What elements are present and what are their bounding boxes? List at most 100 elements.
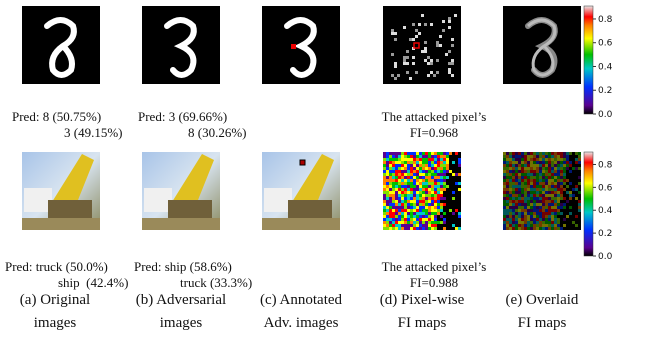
- fi-pixel: [407, 173, 410, 176]
- fi-pixel: [560, 194, 563, 197]
- fi-pixel: [409, 77, 412, 80]
- truck-bed: [292, 154, 334, 210]
- fi-pixel: [512, 209, 515, 212]
- fi-pixel: [437, 197, 440, 200]
- fi-pixel: [428, 227, 431, 230]
- fi-pixel: [401, 164, 404, 167]
- fi-pixel: [413, 188, 416, 191]
- fi-pixel: [542, 218, 545, 221]
- fi-pixel: [407, 179, 410, 182]
- fi-pixel: [554, 221, 557, 224]
- caption: ship (42.4%): [58, 275, 128, 290]
- fi-pixel: [410, 170, 413, 173]
- fi-pixel: [434, 161, 437, 164]
- fi-pixel: [395, 179, 398, 182]
- fi-pixel: [515, 188, 518, 191]
- fi-pixel: [410, 182, 413, 185]
- fi-pixel: [506, 173, 509, 176]
- fi-pixel: [521, 161, 524, 164]
- fi-pixel: [392, 221, 395, 224]
- fi-pixel: [527, 209, 530, 212]
- fi-pixel: [518, 209, 521, 212]
- fi-pixel: [530, 203, 533, 206]
- fi-pixel: [440, 221, 443, 224]
- fi-pixel: [419, 197, 422, 200]
- fi-pixel: [551, 152, 554, 155]
- fi-pixel: [527, 212, 530, 215]
- fi-pixel: [428, 170, 431, 173]
- truck-bed: [52, 154, 94, 210]
- fi-pixel: [443, 167, 446, 170]
- fi-pixel: [506, 161, 509, 164]
- fi-pixel: [536, 182, 539, 185]
- fi-pixel: [524, 218, 527, 221]
- fi-pixel: [512, 224, 515, 227]
- fi-pixel: [533, 206, 536, 209]
- fi-pixel: [518, 227, 521, 230]
- fi-pixel: [392, 164, 395, 167]
- fi-pixel: [431, 182, 434, 185]
- fi-pixel: [527, 182, 530, 185]
- fi-pixel: [542, 167, 545, 170]
- fi-pixel: [548, 179, 551, 182]
- fi-pixel: [413, 164, 416, 167]
- fi-pixel: [563, 197, 566, 200]
- fi-pixel: [415, 35, 418, 38]
- fi-pixel: [524, 176, 527, 179]
- fi-pixel: [431, 188, 434, 191]
- fi-pixel: [431, 185, 434, 188]
- fi-pixel: [407, 164, 410, 167]
- fi-pixel: [518, 200, 521, 203]
- fi-pixel: [437, 185, 440, 188]
- fi-pixel: [398, 215, 401, 218]
- fi-pixel: [448, 26, 451, 29]
- fi-pixel: [386, 215, 389, 218]
- fi-pixel: [506, 170, 509, 173]
- fi-pixel: [407, 152, 410, 155]
- fi-pixel: [563, 218, 566, 221]
- fi-pixel: [419, 200, 422, 203]
- fi-pixel: [539, 173, 542, 176]
- fi-pixel: [506, 167, 509, 170]
- fi-pixel: [422, 167, 425, 170]
- fi-pixel: [416, 164, 419, 167]
- fi-pixel: [437, 167, 440, 170]
- fi-pixel: [395, 218, 398, 221]
- fi-pixel: [389, 209, 392, 212]
- fi-pixel: [383, 194, 386, 197]
- fi-pixel: [392, 170, 395, 173]
- fi-pixel: [518, 170, 521, 173]
- fi-pixel: [527, 161, 530, 164]
- fi-pixel: [512, 191, 515, 194]
- fi-pixel: [572, 188, 575, 191]
- fi-pixel: [449, 209, 452, 212]
- fi-pixel: [416, 170, 419, 173]
- fi-pixel: [392, 188, 395, 191]
- fi-pixel: [389, 155, 392, 158]
- fi-pixel: [410, 167, 413, 170]
- fi-pixel: [554, 227, 557, 230]
- fi-pixel: [506, 194, 509, 197]
- fi-pixel: [560, 167, 563, 170]
- fi-pixel: [398, 218, 401, 221]
- fi-pixel: [575, 188, 578, 191]
- fi-pixel: [422, 200, 425, 203]
- fi-pixel: [424, 41, 427, 44]
- fi-pixel: [395, 194, 398, 197]
- colorbar-tick-label: 0.4: [598, 206, 613, 216]
- fi-pixel: [539, 164, 542, 167]
- fi-pixel: [524, 173, 527, 176]
- fi-pixel: [404, 224, 407, 227]
- fi-pixel: [419, 170, 422, 173]
- fi-pixel: [425, 188, 428, 191]
- fi-pixel: [428, 209, 431, 212]
- fi-pixel: [419, 161, 422, 164]
- subcaption: Adv. images: [264, 315, 339, 331]
- fi-pixel: [391, 29, 394, 32]
- fi-pixel: [389, 170, 392, 173]
- caption: The attacked pixel’s: [382, 109, 487, 124]
- fi-pixel: [389, 215, 392, 218]
- caption: The attacked pixel’s: [382, 259, 487, 274]
- fi-pixel: [539, 203, 542, 206]
